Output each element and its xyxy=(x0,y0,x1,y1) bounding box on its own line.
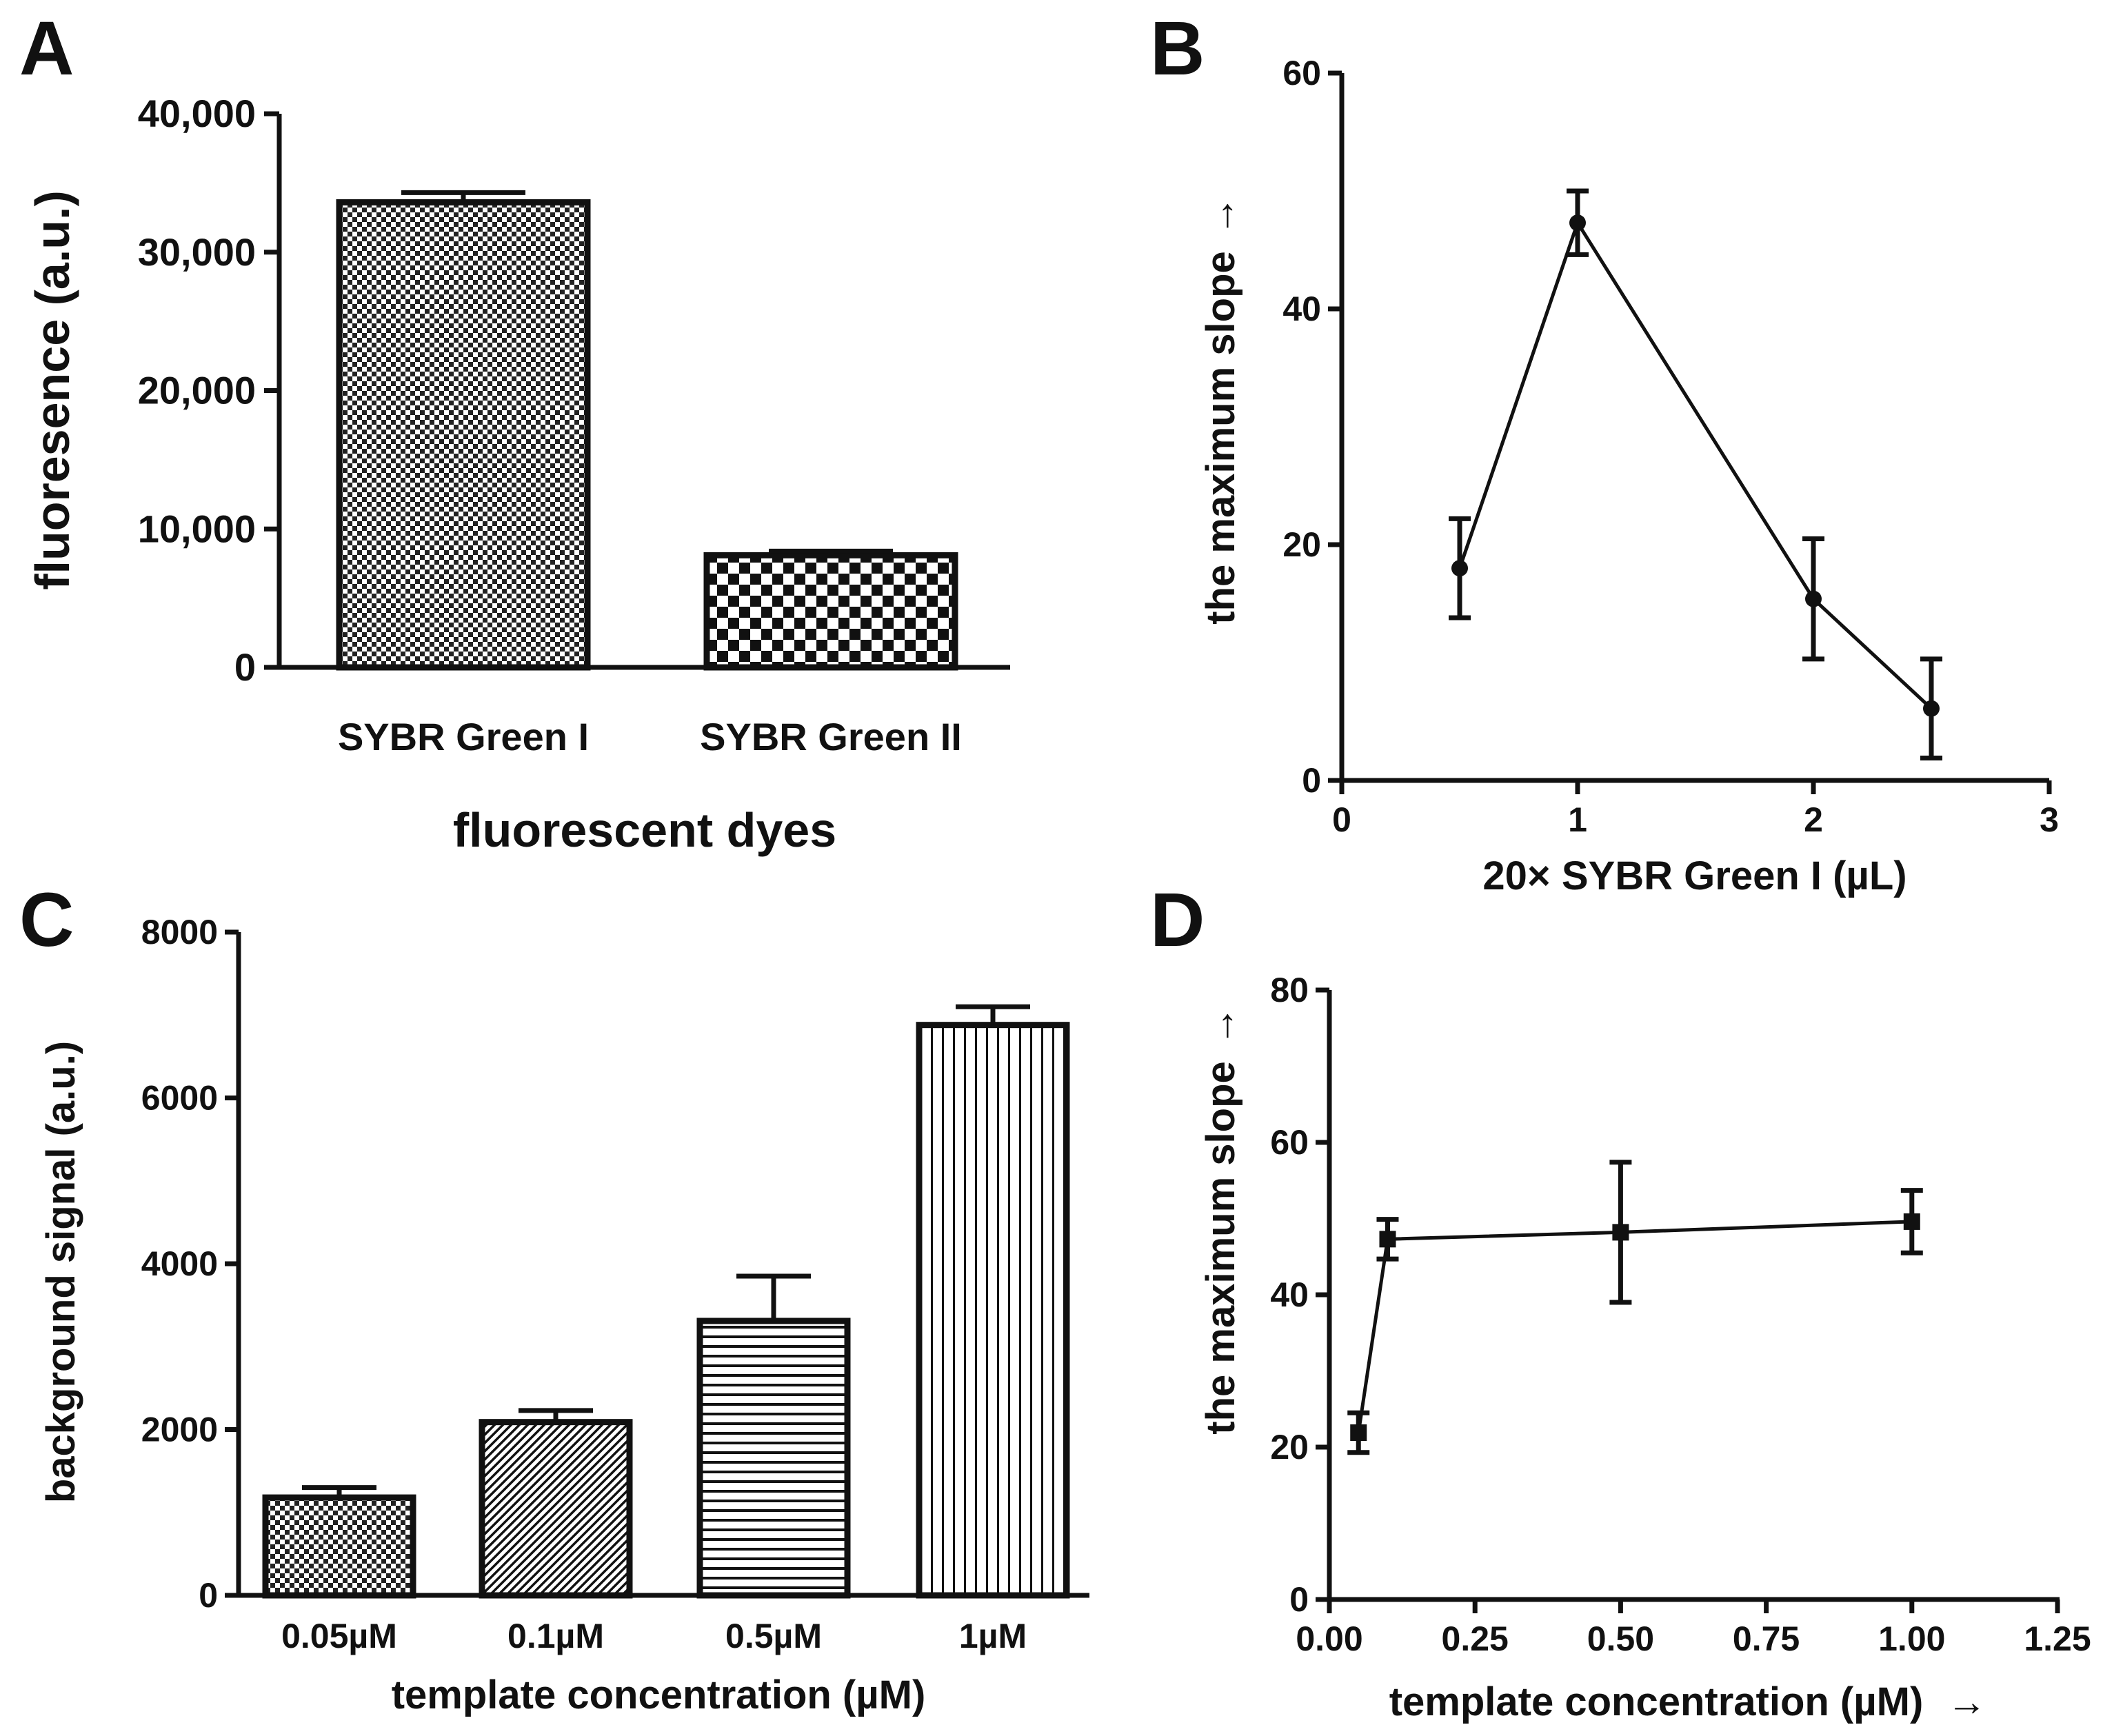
panel-c-x-title: template concentration (µM) xyxy=(392,1673,926,1717)
panel-d-x-arrow: → xyxy=(1946,1679,1986,1724)
panel-b-y-tick-label: 20 xyxy=(1282,525,1321,564)
panel-a-y-tick-label: 10,000 xyxy=(138,507,256,550)
panel-b-y-title-text: the maximum slope xyxy=(1198,251,1243,624)
panel-d-y-tick-label: 0 xyxy=(1289,1580,1309,1619)
panel-c-category-label: 1µM xyxy=(959,1617,1027,1655)
panel-d-x-tick-label: 0.50 xyxy=(1587,1619,1654,1658)
panel-d-data-point xyxy=(1903,1213,1920,1230)
panel-d-data-point xyxy=(1612,1224,1629,1241)
panel-a-category-label: SYBR Green I xyxy=(338,715,589,758)
panel-c-y-tick-label: 6000 xyxy=(141,1079,218,1118)
panel-b-data-point xyxy=(1923,700,1940,717)
panel-b-x-title: 20× SYBR Green I (µL) xyxy=(1482,854,1906,898)
panel-d-y-tick-label: 20 xyxy=(1270,1428,1309,1466)
panel-c-error-bar xyxy=(302,1485,376,1498)
panel-c-error-bar xyxy=(956,1004,1030,1025)
panel-d-y-tick-label: 80 xyxy=(1270,971,1309,1009)
panel-c-category-label: 0.05µM xyxy=(281,1617,397,1655)
panel-c-y-tick-label: 4000 xyxy=(141,1244,218,1283)
panel-label-d: D xyxy=(1150,878,1205,962)
panel-a-bar xyxy=(703,552,958,671)
panel-b-x-tick-label: 3 xyxy=(2040,800,2059,839)
panel-c-bar xyxy=(696,1318,851,1599)
panel-d-data-point xyxy=(1350,1424,1367,1442)
panel-b-data-point xyxy=(1805,590,1822,607)
panel-d-y-arrow: → xyxy=(1198,1006,1243,1046)
panel-c-error-bar xyxy=(736,1273,811,1321)
panel-d-y-tick-label: 40 xyxy=(1270,1275,1309,1314)
panel-a-error-bar xyxy=(401,190,525,203)
panel-b-x-tick-label: 2 xyxy=(1804,800,1823,839)
panel-label-b: B xyxy=(1150,6,1205,91)
panel-a-y-tick-label: 0 xyxy=(234,645,256,689)
panel-b-data-point xyxy=(1451,560,1468,577)
panel-a-x-title: fluorescent dyes xyxy=(453,803,836,857)
panel-b-y-tick-label: 40 xyxy=(1282,290,1321,328)
panel-a-y-tick-label: 30,000 xyxy=(138,230,256,274)
panel-c-bar xyxy=(479,1419,633,1599)
panel-c-bar-chart: 0 2000 4000 6000 8000 0.05µM 0.1µM 0.5µM 1µM te… xyxy=(39,913,1089,1717)
panel-d-y-tick-label: 60 xyxy=(1270,1123,1309,1162)
panel-b-series-line xyxy=(1458,219,1933,710)
panel-d-x-tick-label: 1.00 xyxy=(1878,1619,1945,1658)
panel-d-x-title: template concentration (µM) → xyxy=(1389,1679,1987,1724)
panel-a-bar-chart: 0 10,000 20,000 30,000 40,000 SYBR Green I SY… xyxy=(26,92,1010,857)
panel-c-error-bar xyxy=(519,1408,593,1422)
panel-b-line-chart: 0 20 40 60 0 1 2 3 20× SYBR Green I (µL) the ma… xyxy=(1198,54,2059,898)
panel-a-bar xyxy=(336,199,591,671)
panel-c-category-label: 0.1µM xyxy=(507,1617,604,1655)
panel-d-x-tick-label: 0.75 xyxy=(1733,1619,1800,1658)
panel-d-line-chart: 0 20 40 60 80 0.00 0.25 0.50 0.75 1.00 1.25 templa… xyxy=(1198,971,2091,1724)
panel-c-y-tick-label: 2000 xyxy=(141,1411,218,1449)
panel-d-x-tick-label: 0.25 xyxy=(1442,1619,1509,1658)
panel-b-x-tick-label: 1 xyxy=(1568,800,1587,839)
panel-c-category-label: 0.5µM xyxy=(725,1617,822,1655)
panel-c-y-tick-label: 0 xyxy=(199,1576,218,1615)
panel-d-x-tick-label: 0.00 xyxy=(1296,1619,1362,1658)
panel-label-a: A xyxy=(19,6,74,91)
panel-b-x-tick-label: 0 xyxy=(1332,800,1351,839)
panel-d-y-title-text: the maximum slope xyxy=(1198,1061,1243,1434)
panel-d-data-point xyxy=(1379,1231,1396,1248)
panel-a-error-bar xyxy=(769,548,893,556)
panel-b-y-tick-label: 60 xyxy=(1282,54,1321,92)
panel-b-y-arrow: → xyxy=(1198,196,1243,236)
panel-a-y-tick-label: 20,000 xyxy=(138,369,256,412)
panel-a-category-label: SYBR Green II xyxy=(700,715,962,758)
panel-d-x-tick-label: 1.25 xyxy=(2024,1619,2091,1658)
panel-b-data-point xyxy=(1569,214,1586,232)
panel-b-y-tick-label: 0 xyxy=(1302,761,1321,800)
panel-c-bar xyxy=(916,1022,1070,1599)
panel-d-series-line xyxy=(1356,1220,1912,1433)
panel-a-y-tick-label: 40,000 xyxy=(138,92,256,135)
panel-c-y-title: background signal (a.u.) xyxy=(39,1041,83,1503)
panel-label-c: C xyxy=(19,878,74,962)
panel-c-bar xyxy=(262,1494,416,1599)
panel-a-y-title: fluoresence (a.u.) xyxy=(26,190,79,590)
panel-c-y-tick-label: 8000 xyxy=(141,913,218,951)
panel-b-y-title: the maximum slope → xyxy=(1198,196,1243,624)
panel-d-y-title: the maximum slope → xyxy=(1198,1006,1243,1434)
panel-d-x-title-text: template concentration (µM) xyxy=(1389,1679,1924,1724)
